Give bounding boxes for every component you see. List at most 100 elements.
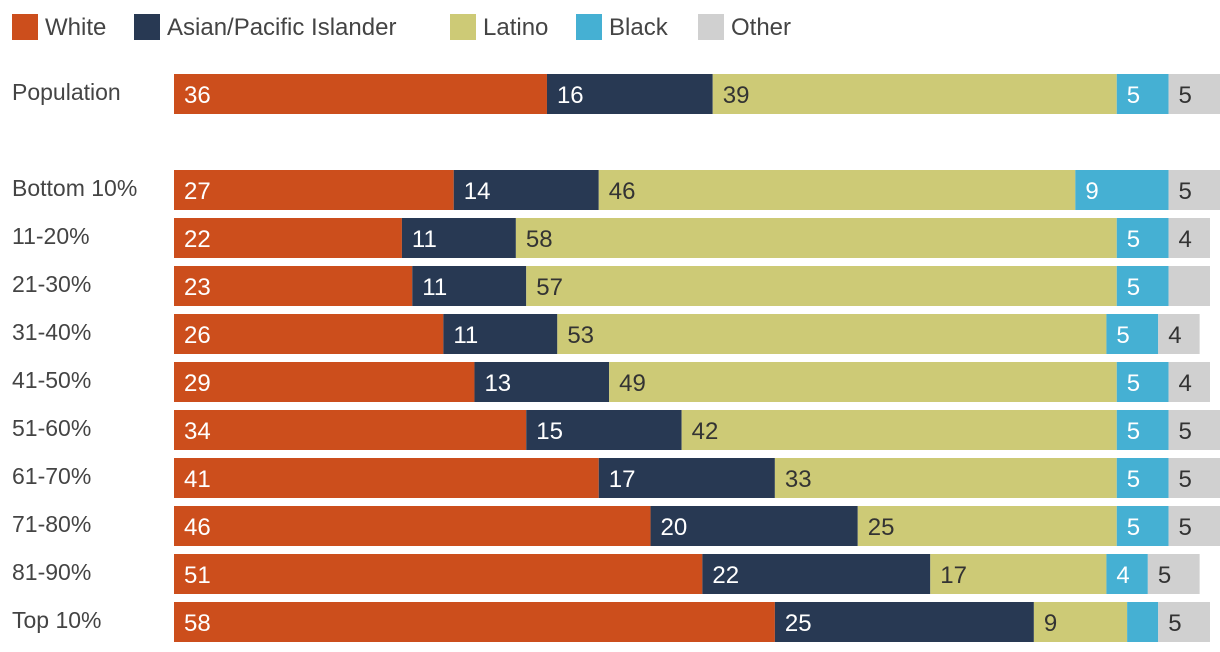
bar-row-21-30 — [174, 266, 1210, 306]
bar-segment-white — [174, 458, 599, 498]
bar-segment-other — [1168, 506, 1220, 546]
bar-row-71-80 — [174, 506, 1220, 546]
bar-segment-latino — [857, 506, 1117, 546]
bar-segment-asian-pacific-islander — [443, 314, 558, 354]
data-label-white: 29 — [184, 370, 211, 397]
data-label-white: 22 — [184, 226, 211, 253]
data-label-latino: 57 — [536, 274, 563, 301]
bar-segment-white — [174, 74, 547, 114]
data-label-white: 58 — [184, 610, 211, 637]
bar-row-bottom-10 — [174, 170, 1220, 210]
data-label-latino: 53 — [567, 322, 594, 349]
bar-segment-other — [1168, 362, 1210, 402]
data-label-other: 4 — [1179, 226, 1192, 253]
bar-segment-white — [174, 506, 651, 546]
category-label-41-50: 41-50% — [12, 367, 91, 393]
legend-swatch-other — [698, 14, 724, 40]
legend-item-other: Other — [698, 14, 791, 41]
legend-item-white: White — [12, 14, 106, 41]
bar-row-61-70 — [174, 458, 1220, 498]
data-label-asian-pacific-islander: 11 — [453, 322, 478, 349]
data-label-asian-pacific-islander: 11 — [422, 274, 447, 301]
bar-segment-white — [174, 218, 402, 258]
category-labels: Population Bottom 10% 11-20% 21-30% 31-40% 41… — [12, 79, 137, 633]
data-label-latino: 39 — [723, 82, 750, 109]
data-label-black: 5 — [1127, 274, 1140, 301]
legend-swatch-asian-pacific-islander — [134, 14, 160, 40]
data-label-latino: 9 — [1044, 610, 1057, 637]
data-label-other: 4 — [1168, 322, 1181, 349]
bar-segment-other — [1158, 314, 1200, 354]
category-label-31-40: 31-40% — [12, 319, 91, 345]
bar-segment-white — [174, 554, 703, 594]
legend-label-white: White — [45, 14, 106, 41]
legend-label-asian-pacific-islander: Asian/Pacific Islander — [167, 14, 396, 41]
bar-segment-asian-pacific-islander — [474, 362, 610, 402]
bars — [174, 74, 1220, 642]
bar-segment-latino — [598, 170, 1076, 210]
data-label-latino: 42 — [692, 418, 719, 445]
bar-row-51-60 — [174, 410, 1220, 450]
bar-segment-white — [174, 602, 775, 642]
bar-row-81-90 — [174, 554, 1200, 594]
bar-segment-black — [1075, 170, 1169, 210]
data-label-latino: 25 — [868, 514, 895, 541]
legend-swatch-latino — [450, 14, 476, 40]
data-label-black: 5 — [1127, 370, 1140, 397]
data-label-asian-pacific-islander: 20 — [661, 514, 688, 541]
data-label-white: 41 — [184, 466, 211, 493]
bar-segment-black — [1116, 410, 1169, 450]
data-label-other: 5 — [1168, 610, 1181, 637]
bar-segment-black — [1116, 218, 1169, 258]
bar-segment-other — [1168, 266, 1210, 306]
category-label-population: Population — [12, 79, 121, 105]
bar-row-top-10 — [174, 602, 1210, 642]
data-label-white: 27 — [184, 178, 211, 205]
legend: White Asian/Pacific Islander Latino Black Ot… — [12, 14, 791, 41]
category-label-11-20: 11-20% — [12, 223, 90, 249]
category-label-top-10: Top 10% — [12, 607, 102, 633]
bar-segment-asian-pacific-islander — [598, 458, 775, 498]
data-label-latino: 49 — [619, 370, 646, 397]
bar-segment-asian-pacific-islander — [401, 218, 516, 258]
category-label-61-70: 61-70% — [12, 463, 91, 489]
data-label-black: 5 — [1127, 466, 1140, 493]
bar-segment-other — [1158, 602, 1210, 642]
bar-segment-black — [1106, 314, 1159, 354]
legend-label-black: Black — [609, 14, 669, 41]
bar-segment-black — [1106, 554, 1148, 594]
bar-segment-white — [174, 314, 444, 354]
bar-segment-black — [1116, 362, 1169, 402]
legend-item-black: Black — [576, 14, 669, 41]
legend-label-other: Other — [731, 14, 791, 41]
bar-segment-latino — [712, 74, 1117, 114]
data-label-asian-pacific-islander: 14 — [464, 178, 491, 205]
data-label-black: 5 — [1127, 514, 1140, 541]
bar-segment-latino — [774, 458, 1117, 498]
bar-segment-white — [174, 410, 527, 450]
bar-segment-latino — [526, 266, 1117, 306]
data-label-other: 5 — [1179, 466, 1192, 493]
data-label-asian-pacific-islander: 15 — [536, 418, 563, 445]
bar-segment-latino — [930, 554, 1107, 594]
data-label-white: 36 — [184, 82, 211, 109]
bar-segment-asian-pacific-islander — [526, 410, 682, 450]
legend-swatch-black — [576, 14, 602, 40]
bar-segment-black — [1116, 506, 1169, 546]
data-label-other: 5 — [1179, 82, 1192, 109]
bar-segment-other — [1147, 554, 1200, 594]
data-label-asian-pacific-islander: 16 — [557, 82, 584, 109]
bar-row-31-40 — [174, 314, 1200, 354]
data-label-other: 5 — [1158, 562, 1171, 589]
data-label-asian-pacific-islander: 17 — [609, 466, 636, 493]
bar-segment-other — [1168, 410, 1220, 450]
bar-segment-white — [174, 170, 454, 210]
bar-row-41-50 — [174, 362, 1210, 402]
category-label-81-90: 81-90% — [12, 559, 91, 585]
bar-segment-white — [174, 266, 413, 306]
category-label-bottom-10: Bottom 10% — [12, 175, 137, 201]
data-label-white: 26 — [184, 322, 211, 349]
data-label-black: 5 — [1127, 226, 1140, 253]
bar-segment-black — [1116, 74, 1169, 114]
